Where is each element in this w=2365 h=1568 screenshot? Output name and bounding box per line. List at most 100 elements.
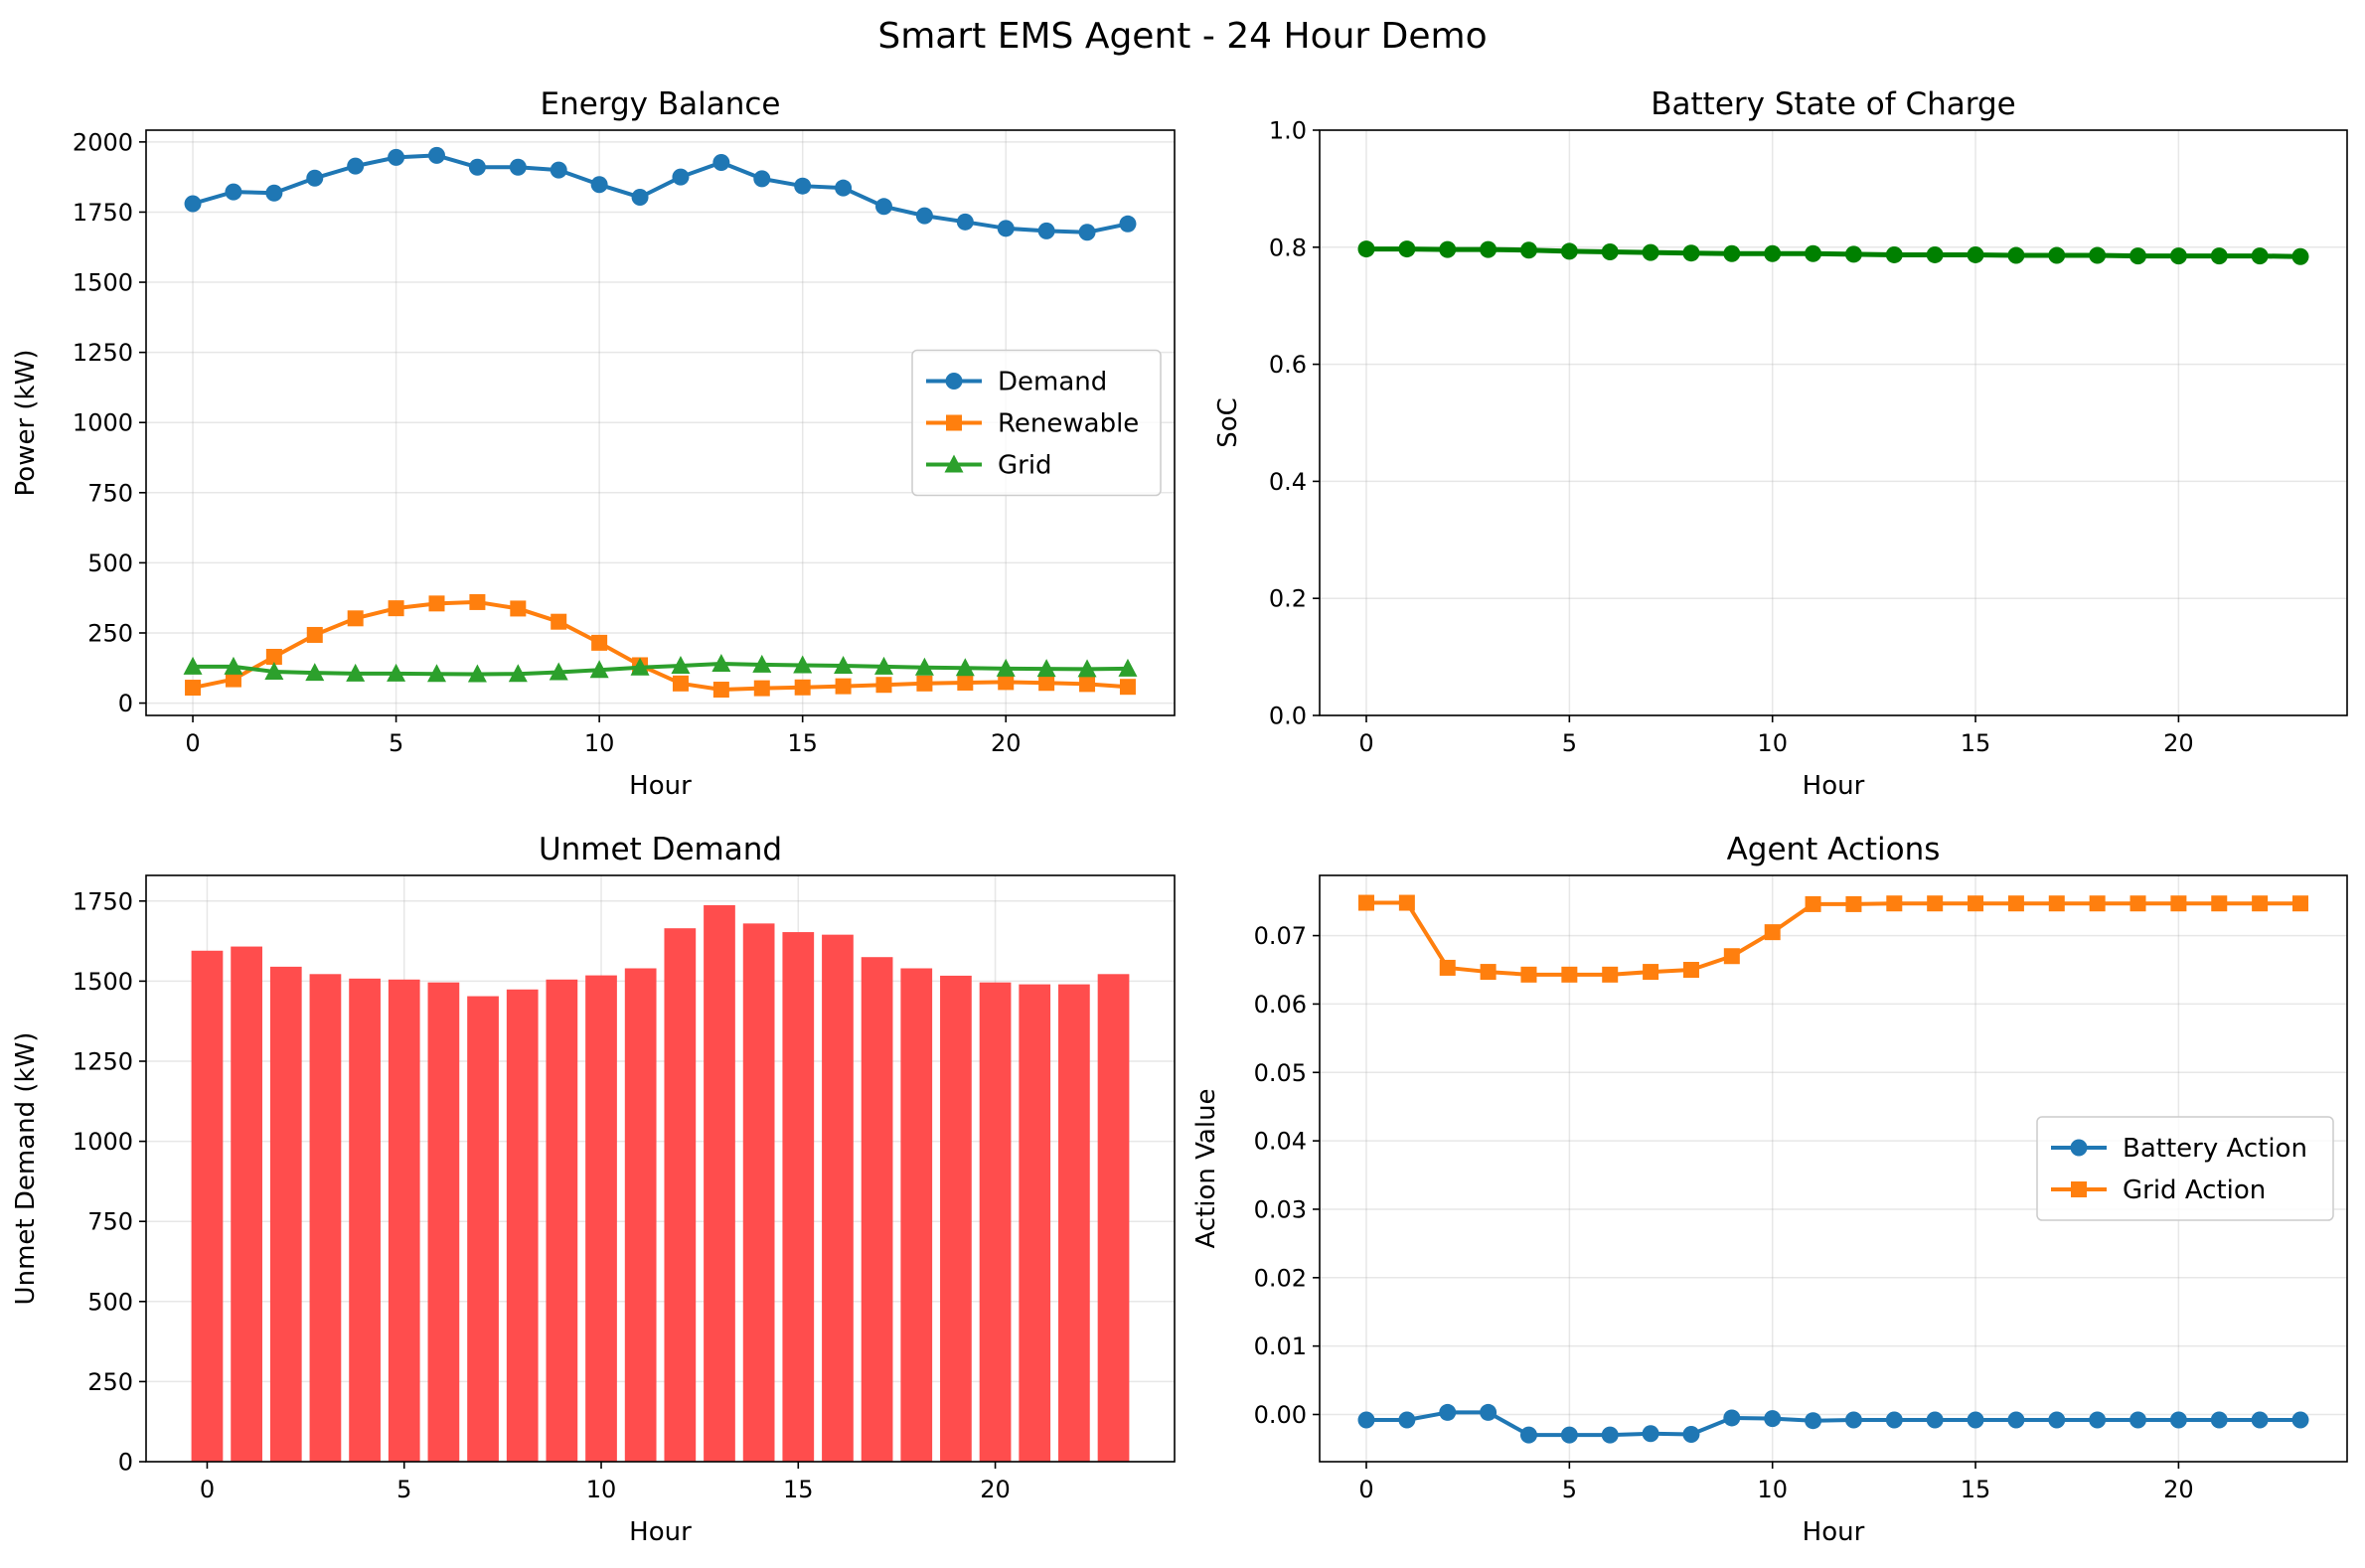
y-tick-label: 1.0 bbox=[1269, 117, 1307, 145]
x-axis-label: Hour bbox=[629, 771, 692, 801]
data-point bbox=[875, 198, 892, 216]
data-point bbox=[224, 656, 243, 675]
y-tick-label: 1500 bbox=[73, 269, 133, 297]
legend-label: Grid Action bbox=[2123, 1176, 2266, 1205]
legend-label: Battery Action bbox=[2123, 1134, 2307, 1164]
bar bbox=[546, 979, 578, 1462]
data-point bbox=[467, 664, 487, 683]
data-point bbox=[915, 207, 933, 225]
x-tick-label: 20 bbox=[2163, 1476, 2194, 1503]
data-point bbox=[1682, 1425, 1700, 1443]
data-point bbox=[2129, 247, 2147, 265]
bar bbox=[1019, 984, 1051, 1462]
bar bbox=[309, 974, 342, 1462]
data-point bbox=[2169, 247, 2187, 265]
plot-area bbox=[1320, 130, 2347, 715]
data-point bbox=[1038, 675, 1055, 692]
bar bbox=[231, 946, 262, 1462]
data-point bbox=[2048, 246, 2066, 264]
data-point bbox=[2291, 247, 2309, 265]
x-tick-label: 15 bbox=[1961, 729, 1991, 757]
data-point bbox=[388, 600, 404, 617]
data-point bbox=[1480, 1403, 1498, 1421]
data-point bbox=[347, 610, 364, 627]
data-point bbox=[183, 656, 203, 675]
data-point bbox=[591, 634, 608, 651]
data-point bbox=[672, 675, 689, 692]
legend: Demand Renewable Grid bbox=[911, 349, 1162, 497]
x-tick-label: 5 bbox=[1562, 1476, 1577, 1503]
axes-frame bbox=[1319, 874, 2348, 1463]
x-tick-label: 20 bbox=[991, 729, 1022, 757]
data-point bbox=[2129, 895, 2146, 912]
data-point bbox=[305, 663, 325, 682]
y-tick-label: 0.2 bbox=[1269, 585, 1307, 613]
x-tick-label: 10 bbox=[584, 729, 615, 757]
x-tick-label: 0 bbox=[185, 729, 200, 757]
data-point bbox=[185, 680, 202, 697]
data-point bbox=[2251, 1411, 2269, 1429]
data-point bbox=[875, 677, 892, 694]
y-tick-label: 750 bbox=[87, 1208, 133, 1236]
axes-frame bbox=[145, 874, 1176, 1463]
legend-label: Demand bbox=[998, 368, 1107, 397]
data-point bbox=[793, 655, 813, 674]
panel-title: Agent Actions bbox=[1727, 832, 1941, 867]
legend-marker bbox=[2071, 1181, 2087, 1197]
y-tick-label: 0 bbox=[118, 1449, 133, 1477]
bar bbox=[704, 904, 735, 1462]
series-battery-action bbox=[1357, 1403, 2309, 1444]
data-point bbox=[2169, 1411, 2187, 1429]
data-point bbox=[1480, 240, 1498, 258]
series-grid-action bbox=[1358, 894, 2308, 983]
data-point bbox=[549, 662, 568, 681]
data-point bbox=[1520, 966, 1537, 983]
y-tick-label: 1750 bbox=[73, 887, 133, 915]
data-point bbox=[2292, 895, 2308, 912]
data-point bbox=[1439, 959, 1456, 976]
data-point bbox=[996, 658, 1016, 677]
data-point bbox=[225, 671, 241, 688]
data-point bbox=[874, 656, 893, 675]
data-point bbox=[2170, 895, 2187, 912]
data-point bbox=[794, 679, 811, 696]
y-tick-label: 750 bbox=[87, 479, 133, 507]
y-tick-label: 2000 bbox=[73, 128, 133, 156]
x-axis-label: Hour bbox=[1803, 771, 1865, 801]
y-tick-label: 500 bbox=[87, 549, 133, 577]
series-demand bbox=[184, 146, 1137, 241]
bar bbox=[467, 996, 499, 1462]
data-point bbox=[753, 680, 770, 697]
data-point bbox=[427, 664, 446, 683]
data-point bbox=[428, 595, 445, 612]
data-point bbox=[1398, 894, 1415, 911]
legend: Battery Action Grid Action bbox=[2036, 1116, 2334, 1221]
data-point bbox=[671, 656, 691, 675]
bar bbox=[664, 928, 697, 1462]
y-tick-label: 250 bbox=[87, 619, 133, 647]
data-point bbox=[1560, 1426, 1578, 1444]
data-point bbox=[1764, 924, 1781, 941]
y-tick-label: 0.02 bbox=[1254, 1264, 1307, 1292]
bar bbox=[269, 966, 302, 1462]
y-tick-label: 0.0 bbox=[1269, 703, 1307, 730]
data-point bbox=[914, 657, 934, 676]
data-point bbox=[428, 146, 445, 164]
x-tick-label: 20 bbox=[2163, 729, 2194, 757]
series-grid bbox=[183, 654, 1138, 683]
unmet-demand-panel: 0 5 10 15 20 0 250 500 750 1000 1250 1500 1750 Unmet … bbox=[11, 832, 1176, 1547]
legend-frame bbox=[911, 349, 1162, 497]
panel-title: Energy Balance bbox=[540, 86, 780, 122]
x-tick-label: 10 bbox=[1757, 1476, 1788, 1503]
data-point bbox=[2252, 895, 2269, 912]
data-point bbox=[469, 593, 486, 610]
data-point bbox=[916, 675, 933, 692]
data-point bbox=[1967, 245, 1984, 263]
series-line bbox=[193, 662, 1128, 677]
x-tick-label: 10 bbox=[1757, 729, 1788, 757]
data-point bbox=[1398, 1411, 1416, 1429]
data-point bbox=[1886, 895, 1903, 912]
x-tick-label: 15 bbox=[1961, 1476, 1991, 1503]
data-point bbox=[1885, 245, 1903, 263]
data-point bbox=[468, 158, 486, 176]
